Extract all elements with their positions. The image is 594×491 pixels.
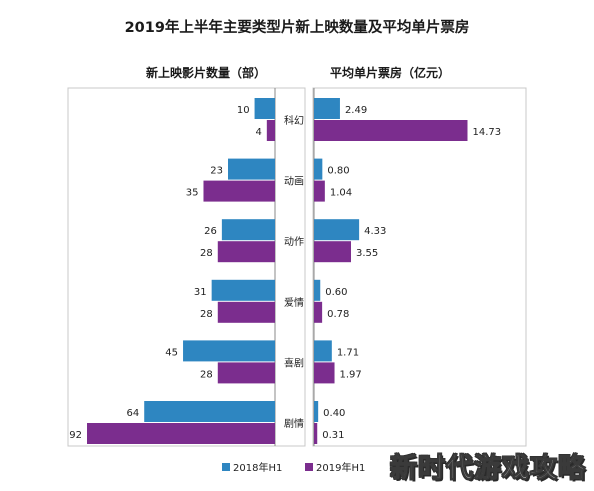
label-count-2018-4: 45 bbox=[165, 347, 178, 358]
label-boxoffice-2019-0: 14.73 bbox=[473, 127, 502, 138]
label-count-2018-0: 10 bbox=[237, 105, 250, 116]
legend-label-1: 2019年H1 bbox=[316, 461, 365, 474]
label-count-2018-2: 26 bbox=[204, 226, 217, 237]
bar-boxoffice-2019-1 bbox=[314, 180, 325, 202]
label-count-2018-3: 31 bbox=[194, 287, 207, 298]
bar-count-2018-3 bbox=[211, 279, 275, 301]
bar-count-2019-1 bbox=[203, 180, 275, 202]
label-boxoffice-2018-5: 0.40 bbox=[323, 408, 345, 419]
label-count-2019-2: 28 bbox=[200, 248, 213, 259]
left-panel-frame bbox=[67, 87, 306, 447]
right-panel-title: 平均单片票房（亿元） bbox=[330, 65, 450, 80]
bar-count-2018-1 bbox=[228, 158, 275, 180]
bar-count-2019-5 bbox=[87, 423, 275, 444]
legend-swatch-1 bbox=[305, 463, 313, 471]
bar-count-2019-4 bbox=[217, 362, 275, 384]
label-count-2019-0: 4 bbox=[255, 127, 261, 138]
label-boxoffice-2019-2: 3.55 bbox=[356, 248, 378, 259]
bar-boxoffice-2019-5 bbox=[314, 423, 318, 444]
bar-boxoffice-2019-0 bbox=[314, 120, 468, 141]
left-panel-title: 新上映影片数量（部） bbox=[146, 65, 266, 80]
legend: 2018年H1 2019年H1 bbox=[222, 461, 365, 474]
bar-boxoffice-2018-3 bbox=[314, 279, 321, 301]
label-count-2018-1: 23 bbox=[210, 166, 223, 177]
bar-boxoffice-2019-4 bbox=[314, 362, 335, 384]
labels-layer: 10 4 2.49 14.73 科幻 23 35 0.80 1.04 动画 26 28 4.33 3.55… bbox=[69, 105, 501, 441]
bar-count-2019-2 bbox=[217, 241, 275, 263]
bar-count-2019-0 bbox=[266, 120, 275, 141]
legend-swatch-0 bbox=[222, 463, 230, 471]
chart-title: 2019年上半年主要类型片新上映数量及平均单片票房 bbox=[125, 18, 470, 36]
label-boxoffice-2018-3: 0.60 bbox=[325, 287, 347, 298]
label-boxoffice-2018-0: 2.49 bbox=[345, 105, 367, 116]
label-count-2019-3: 28 bbox=[200, 309, 213, 320]
category-label-1: 动画 bbox=[284, 176, 304, 188]
bar-boxoffice-2019-3 bbox=[314, 301, 323, 323]
bar-count-2018-2 bbox=[221, 219, 275, 241]
bars-layer bbox=[87, 88, 468, 446]
label-boxoffice-2019-1: 1.04 bbox=[330, 188, 352, 199]
bar-count-2018-0 bbox=[254, 98, 275, 119]
label-boxoffice-2018-1: 0.80 bbox=[327, 166, 349, 177]
label-count-2019-5: 92 bbox=[69, 430, 82, 441]
bar-boxoffice-2018-2 bbox=[314, 219, 360, 241]
category-label-4: 喜剧 bbox=[284, 356, 304, 369]
bar-boxoffice-2018-5 bbox=[314, 401, 319, 422]
bar-boxoffice-2019-2 bbox=[314, 241, 351, 263]
label-boxoffice-2018-4: 1.71 bbox=[337, 347, 359, 358]
label-boxoffice-2018-2: 4.33 bbox=[364, 226, 386, 237]
watermark: 新时代游戏攻略 bbox=[390, 453, 586, 485]
bar-boxoffice-2018-1 bbox=[314, 158, 323, 180]
label-count-2018-5: 64 bbox=[126, 408, 139, 419]
bar-count-2018-5 bbox=[144, 401, 275, 422]
right-panel-frame bbox=[312, 87, 527, 447]
bar-boxoffice-2018-4 bbox=[314, 340, 332, 362]
category-label-2: 动作 bbox=[284, 236, 304, 248]
label-boxoffice-2019-5: 0.31 bbox=[322, 430, 344, 441]
label-count-2019-1: 35 bbox=[186, 188, 199, 199]
label-count-2019-4: 28 bbox=[200, 369, 213, 380]
bar-boxoffice-2018-0 bbox=[314, 98, 340, 119]
bar-count-2018-4 bbox=[183, 340, 275, 362]
label-boxoffice-2019-4: 1.97 bbox=[340, 369, 362, 380]
category-label-3: 爱情 bbox=[284, 296, 304, 309]
category-label-5: 剧情 bbox=[284, 417, 304, 430]
label-boxoffice-2019-3: 0.78 bbox=[327, 309, 349, 320]
bar-count-2019-3 bbox=[217, 301, 275, 323]
legend-label-0: 2018年H1 bbox=[233, 461, 282, 474]
category-label-0: 科幻 bbox=[284, 114, 304, 127]
